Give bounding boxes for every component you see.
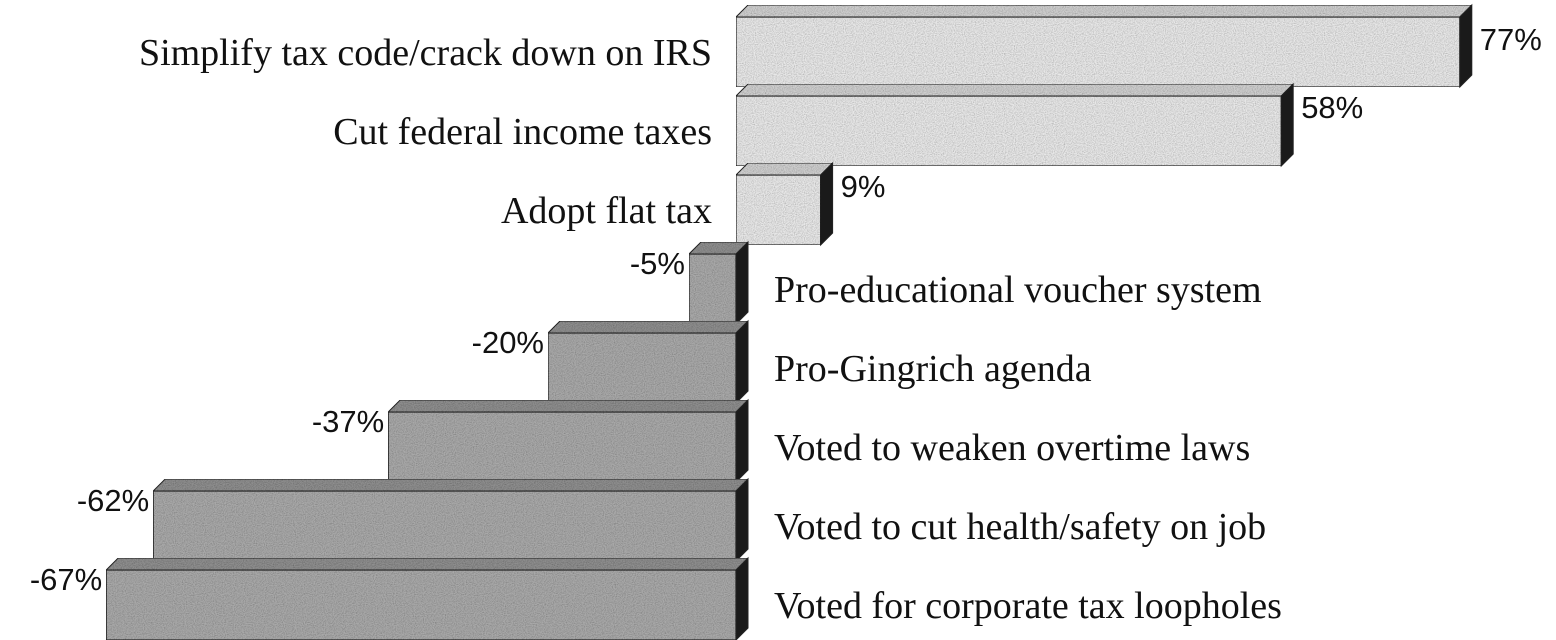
value-label: -67%: [30, 562, 102, 597]
bar-face: [152, 490, 737, 562]
bar-top: [734, 162, 834, 176]
bar: [151, 477, 750, 563]
bar: [546, 319, 750, 405]
value-label: -20%: [472, 325, 544, 360]
bar: [386, 398, 750, 484]
category-label: Voted for corporate tax loopholes: [774, 585, 1282, 627]
bar-side: [820, 161, 834, 247]
value-label: -62%: [77, 483, 149, 518]
bar-side: [1459, 3, 1473, 89]
value-label: -5%: [630, 246, 685, 281]
category-label: Cut federal income taxes: [333, 111, 712, 153]
value-label: 9%: [841, 169, 886, 204]
bar: [734, 82, 1295, 168]
bar-top: [386, 399, 750, 413]
bar-side: [1280, 82, 1294, 168]
bar-side: [735, 477, 749, 563]
category-label: Pro-educational voucher system: [774, 269, 1262, 311]
bar: [734, 3, 1474, 89]
bar-face: [735, 95, 1282, 167]
labels-layer: Simplify tax code/crack down on IRS 77% Cu…: [30, 22, 1542, 627]
bar: [104, 556, 750, 640]
value-label: 77%: [1480, 22, 1542, 57]
category-label: Adopt flat tax: [501, 190, 712, 232]
category-label: Pro-Gingrich agenda: [774, 348, 1092, 390]
bar-face: [688, 253, 737, 325]
bar-side: [735, 319, 749, 405]
bar-top: [546, 320, 750, 334]
bar-face: [105, 569, 737, 640]
bar-top: [734, 4, 1474, 18]
bar-top: [151, 478, 750, 492]
value-label: 58%: [1301, 90, 1363, 125]
bar-face: [387, 411, 737, 483]
bar-top: [734, 83, 1295, 97]
bar-top: [104, 557, 750, 571]
bar-side: [735, 240, 749, 326]
bar-side: [735, 556, 749, 640]
bar-face: [735, 174, 822, 246]
bar-face: [547, 332, 737, 404]
bars-layer: [104, 3, 1474, 640]
category-label: Simplify tax code/crack down on IRS: [139, 32, 712, 74]
bar: [687, 240, 750, 326]
bar: [734, 161, 834, 247]
value-label: -37%: [312, 404, 384, 439]
category-label: Voted to cut health/safety on job: [774, 506, 1266, 548]
category-label: Voted to weaken overtime laws: [774, 427, 1250, 469]
bar-face: [735, 16, 1461, 88]
bar-side: [735, 398, 749, 484]
